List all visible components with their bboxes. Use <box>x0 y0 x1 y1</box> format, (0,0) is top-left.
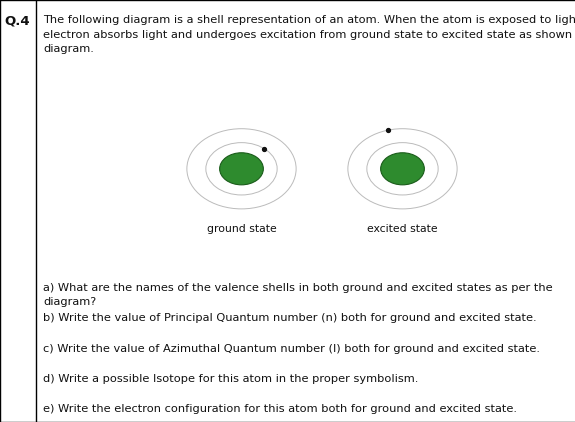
Text: Q.4: Q.4 <box>5 15 30 28</box>
Text: c) Write the value of Azimuthal Quantum number (l) both for ground and excited s: c) Write the value of Azimuthal Quantum … <box>43 344 540 354</box>
Text: a) What are the names of the valence shells in both ground and excited states as: a) What are the names of the valence she… <box>43 283 553 307</box>
Text: ground state: ground state <box>206 224 277 234</box>
Text: excited state: excited state <box>367 224 438 234</box>
Text: The following diagram is a shell representation of an atom. When the atom is exp: The following diagram is a shell represe… <box>43 15 575 54</box>
Text: b) Write the value of Principal Quantum number (n) both for ground and excited s: b) Write the value of Principal Quantum … <box>43 313 536 323</box>
Circle shape <box>220 153 263 185</box>
Text: e) Write the electron configuration for this atom both for ground and excited st: e) Write the electron configuration for … <box>43 404 517 414</box>
Circle shape <box>381 153 424 185</box>
Text: d) Write a possible Isotope for this atom in the proper symbolism.: d) Write a possible Isotope for this ato… <box>43 374 419 384</box>
